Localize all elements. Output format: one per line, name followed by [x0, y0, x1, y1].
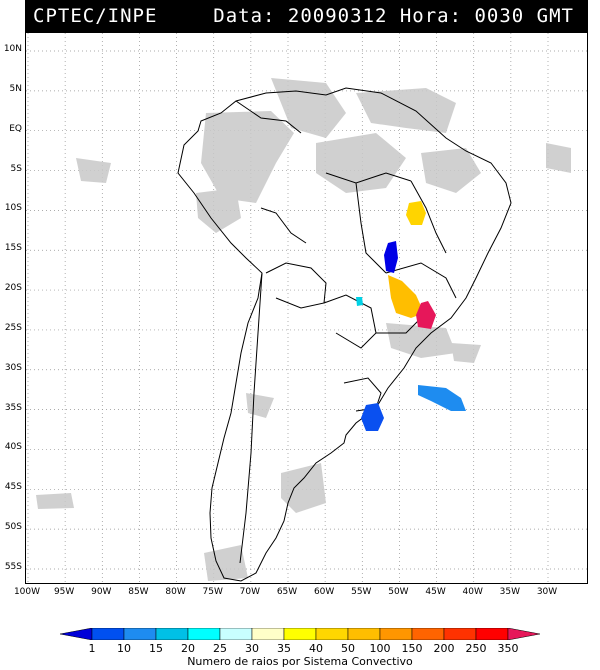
cloud-northeast: [356, 88, 456, 133]
lat-label: 50S: [4, 522, 22, 533]
lon-label: 95W: [53, 587, 75, 597]
lat-label: 35S: [4, 402, 22, 413]
date-time-label: Data: 20090312 Hora: 0030 GMT: [213, 5, 574, 27]
lat-label: 30S: [4, 362, 22, 373]
lat-label: 5N: [9, 83, 22, 94]
border-peru-brazil: [260, 207, 307, 244]
cloud-pacific-south-1: [36, 493, 74, 509]
lat-label: EQ: [9, 123, 22, 134]
scale-cell: [379, 628, 413, 640]
lon-label: 80W: [165, 587, 186, 597]
scale-cell: [475, 628, 509, 640]
scale-cell: [91, 628, 125, 640]
coastlines-and-borders: [177, 87, 512, 582]
scale-label: 40: [309, 642, 323, 655]
cloud-amazon-north: [271, 78, 346, 138]
sao-paulo-system: [416, 301, 436, 329]
scale-cell: [283, 628, 317, 640]
scale-label: 250: [465, 642, 487, 655]
convective-systems: [356, 201, 466, 431]
scale-label: 10: [117, 642, 131, 655]
lat-label: 25S: [4, 322, 22, 333]
lon-label: 55W: [351, 587, 372, 597]
map-panel: [25, 32, 588, 584]
lat-label: 55S: [4, 562, 22, 572]
border-brazil-states-1: [325, 172, 412, 184]
cloud-patagonia: [281, 463, 326, 513]
bahia-system: [406, 201, 426, 225]
map-header: CPTEC/INPE Data: 20090312 Hora: 0030 GMT: [25, 0, 588, 32]
lon-label: 45W: [425, 587, 446, 597]
scale-label: 50: [341, 642, 355, 655]
scale-label: 20: [181, 642, 195, 655]
border-colombia-venezuela: [235, 100, 302, 134]
lat-label: 10S: [4, 203, 22, 214]
lat-label: 5S: [10, 163, 22, 174]
border-bolivia: [265, 262, 327, 309]
scale-cell: [187, 628, 221, 640]
atlantic-system: [418, 385, 466, 411]
scale-cell: [347, 628, 381, 640]
continent-outline: [177, 87, 512, 582]
lon-label: 85W: [128, 587, 149, 597]
scale-caption: Numero de raios por Sistema Convectivo: [187, 655, 413, 668]
cloud-atlantic-east: [546, 143, 571, 173]
cloud-cover: [36, 78, 571, 581]
map-canvas: [26, 33, 587, 583]
cloud-pacific-south-2: [246, 393, 274, 418]
scale-cell: [219, 628, 253, 640]
lon-label: 50W: [388, 587, 409, 597]
border-brazil-states-3: [385, 262, 457, 299]
lat-label: 10N: [3, 44, 22, 54]
lon-label: 60W: [313, 587, 335, 597]
lon-label: 70W: [239, 587, 261, 597]
cloud-east: [421, 148, 481, 193]
scale-cell: [507, 628, 540, 640]
border-paraguay: [323, 294, 377, 349]
color-scale-bar: [60, 628, 540, 640]
scale-cell: [411, 628, 445, 640]
lat-label: 45S: [4, 482, 22, 493]
minas-system: [388, 275, 424, 318]
scale-cell: [60, 628, 93, 640]
scale-cell: [315, 628, 349, 640]
cloud-amazon-west: [201, 111, 294, 203]
scale-label: 35: [277, 642, 291, 655]
uruguay-system: [361, 403, 384, 431]
scale-label: 15: [149, 642, 163, 655]
scale-label: 350: [497, 642, 519, 655]
scale-cell: [155, 628, 189, 640]
cloud-amazon-central: [316, 133, 406, 193]
cloud-south-brazil: [386, 323, 456, 358]
goias-system: [384, 241, 398, 273]
cloud-atlantic-south: [451, 343, 481, 363]
scale-cell: [123, 628, 157, 640]
mato-grosso-sul-system: [356, 297, 363, 306]
border-argentina-chile: [239, 272, 263, 564]
lon-label: 100W: [13, 587, 41, 597]
scale-label: 200: [433, 642, 455, 655]
lon-label: 90W: [91, 587, 112, 597]
cloud-pacific-north: [76, 158, 111, 183]
cloud-andes-south: [204, 545, 248, 581]
border-brazil-states-4: [410, 180, 447, 254]
scale-label: 30: [245, 642, 259, 655]
lon-label: 35W: [499, 587, 521, 597]
lon-label: 65W: [276, 587, 298, 597]
scale-label: 100: [369, 642, 391, 655]
scale-label: 150: [401, 642, 423, 655]
scale-cell: [443, 628, 477, 640]
lon-label: 75W: [202, 587, 223, 597]
scale-cell: [251, 628, 285, 640]
source-label: CPTEC/INPE: [33, 5, 158, 27]
lon-label: 30W: [536, 587, 558, 597]
lat-label: 20S: [4, 283, 22, 294]
lon-label: 40W: [462, 587, 483, 597]
lat-label: 15S: [4, 243, 22, 254]
border-brazil-states-2: [355, 182, 387, 274]
lat-label: 40S: [4, 442, 22, 453]
cloud-peru: [196, 188, 241, 233]
scale-label: 25: [213, 642, 227, 655]
scale-label: 1: [88, 642, 96, 655]
